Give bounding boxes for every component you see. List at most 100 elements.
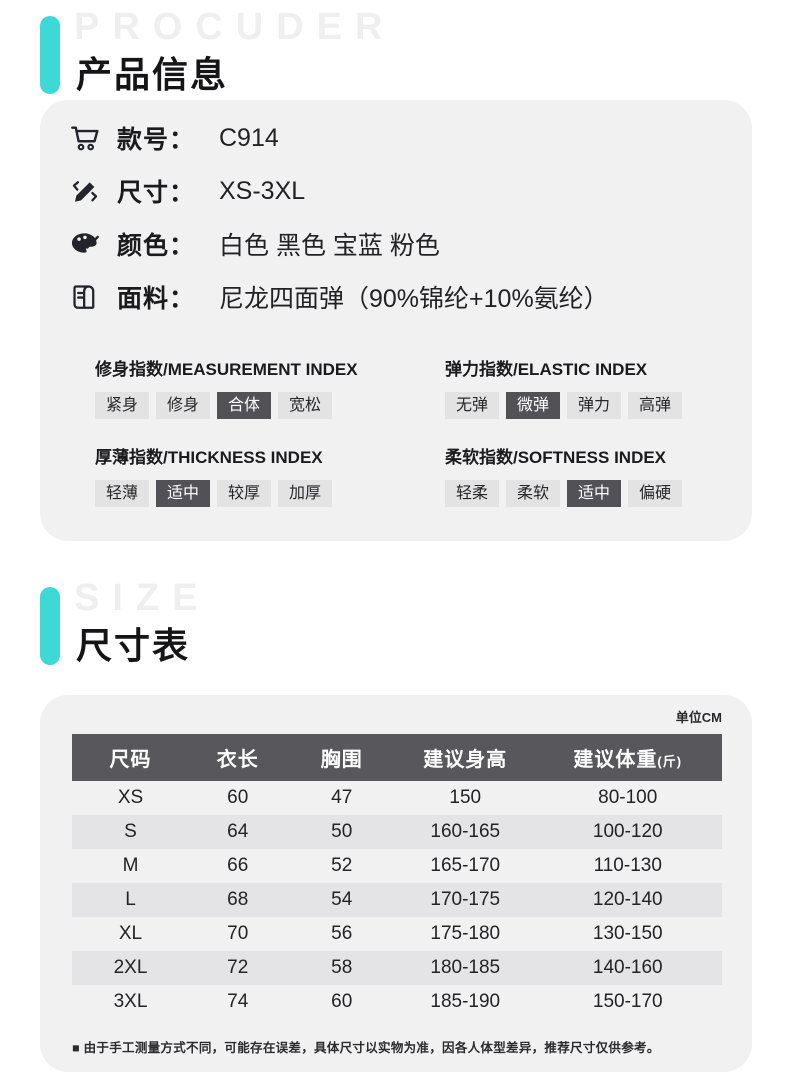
table-cell: 2XL	[72, 951, 189, 985]
table-row: XS 60 47 150 80-100	[72, 781, 722, 815]
table-cell: 180-185	[397, 951, 534, 985]
table-cell: 66	[227, 855, 249, 876]
tag-group: 无弹 微弹 弹力 高弹	[445, 392, 752, 419]
accent-bar	[40, 587, 60, 665]
table-row: S 64 50 160-165 100-120	[72, 815, 722, 849]
product-info-header: PROCUDER 产品信息	[0, 0, 790, 100]
fabric-value: 尼龙四面弹（90%锦纶+10%氨纶）	[219, 285, 609, 313]
index-tag: 高弹	[628, 392, 683, 419]
model-value: C914	[219, 123, 279, 152]
table-cell: 60	[227, 787, 249, 808]
table-cell: 130-150	[592, 923, 663, 944]
table-cell: 72	[189, 951, 287, 985]
column-header: 胸围	[286, 734, 397, 781]
info-row-color: 颜色： 白色 黑色 宝蓝 粉色	[40, 226, 752, 262]
index-grid: 修身指数/MEASUREMENT INDEX 紧身 修身 合体 宽松 弹力指数/ELA…	[40, 355, 752, 507]
index-tag: 加厚	[278, 480, 333, 507]
column-header: 尺码	[72, 734, 189, 781]
index-elastic: 弹力指数/ELASTIC INDEX 无弹 微弹 弹力 高弹	[445, 355, 752, 419]
index-tag: 修身	[156, 392, 211, 419]
index-softness: 柔软指数/SOFTNESS INDEX 轻柔 柔软 适中 偏硬	[445, 443, 752, 507]
accent-bar	[40, 16, 60, 94]
table-cell: 3XL	[113, 991, 148, 1012]
index-measurement: 修身指数/MEASUREMENT INDEX 紧身 修身 合体 宽松	[95, 355, 445, 419]
tag-group: 轻薄 适中 较厚 加厚	[95, 480, 445, 507]
index-tag: 较厚	[217, 480, 272, 507]
table-cell: L	[72, 883, 189, 917]
size-chart-title: 尺寸表	[76, 625, 191, 666]
table-cell: 120-140	[533, 883, 722, 917]
size-value: XS-3XL	[219, 176, 306, 205]
index-thickness: 厚薄指数/THICKNESS INDEX 轻薄 适中 较厚 加厚	[95, 443, 445, 507]
table-cell: XS	[117, 787, 144, 808]
table-cell: 185-190	[430, 991, 501, 1012]
column-header: 建议体重(斤)	[533, 734, 722, 781]
info-row-model: 款号： C914	[40, 120, 752, 156]
index-tag: 紧身	[95, 392, 150, 419]
tag-group: 轻柔 柔软 适中 偏硬	[445, 480, 752, 507]
color-value: 白色 黑色 宝蓝 粉色	[219, 232, 440, 260]
table-cell: 68	[189, 883, 287, 917]
table-cell: 110-130	[593, 855, 662, 876]
color-label: 颜色：	[117, 232, 196, 260]
index-tag: 轻薄	[95, 480, 150, 507]
table-cell: 52	[331, 855, 353, 876]
table-cell: 150-170	[592, 991, 663, 1012]
table-cell: 58	[286, 951, 397, 985]
section-watermark: SIZE	[74, 577, 211, 619]
table-row: XL 70 56 175-180 130-150	[72, 917, 722, 951]
table-cell: 150	[449, 787, 482, 808]
index-tag: 轻柔	[445, 480, 500, 507]
page-title: 产品信息	[76, 54, 229, 95]
cart-icon	[66, 121, 104, 155]
size-table-head: 尺码 衣长 胸围 建议身高 建议体重(斤)	[72, 734, 722, 781]
fabric-icon	[66, 280, 104, 314]
fabric-label: 面料：	[117, 285, 196, 313]
size-table-body: XS 60 47 150 80-100 S 64 50 160-165 100-120 M 66 52 1…	[72, 781, 722, 1019]
table-cell: S	[72, 815, 189, 849]
model-label: 款号：	[117, 126, 196, 154]
table-cell: 160-165	[397, 815, 534, 849]
index-title: 弹力指数/ELASTIC INDEX	[445, 360, 648, 379]
table-cell: 175-180	[430, 923, 501, 944]
table-cell: 56	[331, 923, 353, 944]
index-title: 柔软指数/SOFTNESS INDEX	[445, 448, 667, 467]
disclaimer-note: ■ 由于手工测量方式不同，可能存在误差，具体尺寸以实物为准，因各人体型差异，推荐…	[72, 1041, 660, 1055]
index-tag: 微弹	[506, 392, 561, 419]
size-chart-card: 单位CM 尺码 衣长 胸围 建议身高 建议体重(斤) XS 60 47 150 80-100 S 6…	[40, 695, 752, 1072]
table-row: 2XL 72 58 180-185 140-160	[72, 951, 722, 985]
index-tag: 柔软	[506, 480, 561, 507]
table-cell: M	[122, 855, 139, 876]
table-cell: 165-170	[430, 855, 501, 876]
table-cell: 140-160	[533, 951, 722, 985]
table-cell: 54	[286, 883, 397, 917]
index-tag: 弹力	[567, 392, 622, 419]
size-table: 尺码 衣长 胸围 建议身高 建议体重(斤) XS 60 47 150 80-100 S 64 50 16…	[72, 734, 722, 1019]
table-cell: 60	[331, 991, 353, 1012]
index-tag: 适中	[567, 480, 622, 507]
table-header-row: 尺码 衣长 胸围 建议身高 建议体重(斤)	[72, 734, 722, 781]
table-cell: 50	[286, 815, 397, 849]
tag-group: 紧身 修身 合体 宽松	[95, 392, 445, 419]
index-tag: 偏硬	[628, 480, 683, 507]
table-cell: 100-120	[533, 815, 722, 849]
table-row: L 68 54 170-175 120-140	[72, 883, 722, 917]
info-row-size: 尺寸： XS-3XL	[40, 173, 752, 209]
section-watermark: PROCUDER	[74, 6, 396, 48]
table-cell: 170-175	[397, 883, 534, 917]
table-cell: 70	[227, 923, 249, 944]
index-tag: 合体	[217, 392, 272, 419]
table-cell: 47	[331, 787, 353, 808]
table-row: M 66 52 165-170 110-130	[72, 849, 722, 883]
column-header: 衣长	[189, 734, 287, 781]
palette-icon	[66, 227, 104, 261]
table-cell: XL	[118, 923, 143, 944]
index-title: 厚薄指数/THICKNESS INDEX	[95, 448, 323, 467]
index-tag: 无弹	[445, 392, 500, 419]
table-cell: 74	[227, 991, 249, 1012]
table-row: 3XL 74 60 185-190 150-170	[72, 985, 722, 1019]
ruler-pencil-icon	[66, 174, 104, 208]
table-cell: 80-100	[598, 787, 658, 808]
index-title: 修身指数/MEASUREMENT INDEX	[95, 360, 358, 379]
product-info-card: 款号： C914 尺寸： XS-3XL 颜色： 白色 黑色 宝蓝 粉色 面料： …	[40, 100, 752, 541]
